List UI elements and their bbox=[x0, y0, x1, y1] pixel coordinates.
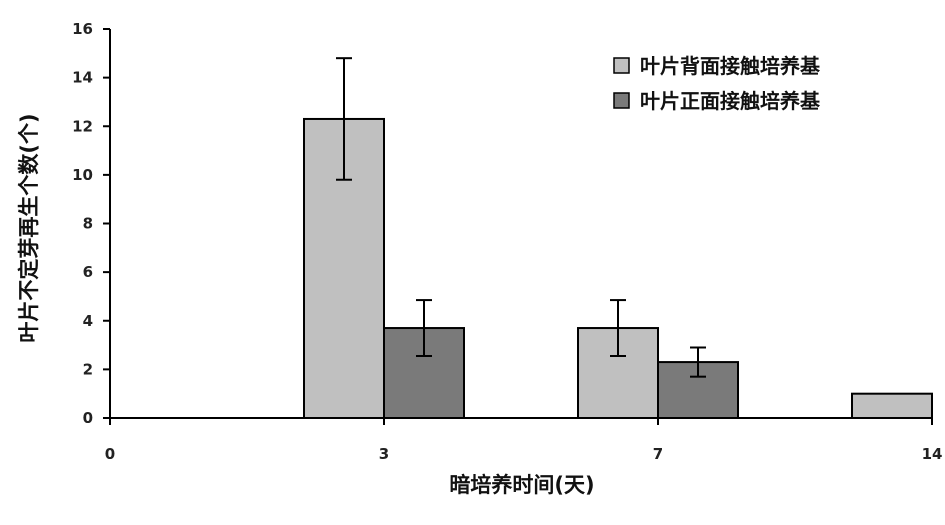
y-tick-label: 8 bbox=[83, 215, 93, 233]
y-tick-label: 2 bbox=[83, 360, 93, 378]
y-tick-label: 16 bbox=[72, 20, 93, 38]
legend-label-1: 叶片背面接触培养基 bbox=[640, 54, 821, 78]
x-tick-label: 3 bbox=[379, 445, 389, 463]
ticks: 0 2 4 6 8 10 12 14 16 0 3 7 14 bbox=[72, 20, 942, 463]
y-tick-label: 4 bbox=[83, 312, 93, 330]
x-tick-label: 7 bbox=[653, 445, 663, 463]
y-tick-label: 10 bbox=[72, 166, 93, 184]
x-axis-title: 暗培养时间(天) bbox=[449, 473, 594, 497]
bars bbox=[303, 117, 933, 420]
x-tick-label: 14 bbox=[922, 445, 943, 463]
y-tick-label: 6 bbox=[83, 263, 93, 281]
y-tick-label: 12 bbox=[72, 117, 93, 135]
bar-series-1-14 bbox=[851, 392, 933, 419]
error-bars bbox=[336, 57, 706, 378]
axes bbox=[109, 29, 932, 419]
y-tick-label: 14 bbox=[72, 69, 93, 87]
legend-swatch-2 bbox=[613, 92, 630, 109]
y-tick-label: 0 bbox=[83, 409, 93, 427]
y-axis-title: 叶片不定芽再生个数(个) bbox=[17, 113, 41, 342]
legend-swatch-1 bbox=[613, 57, 630, 74]
x-tick-label: 0 bbox=[105, 445, 115, 463]
legend-label-2: 叶片正面接触培养基 bbox=[640, 89, 821, 113]
